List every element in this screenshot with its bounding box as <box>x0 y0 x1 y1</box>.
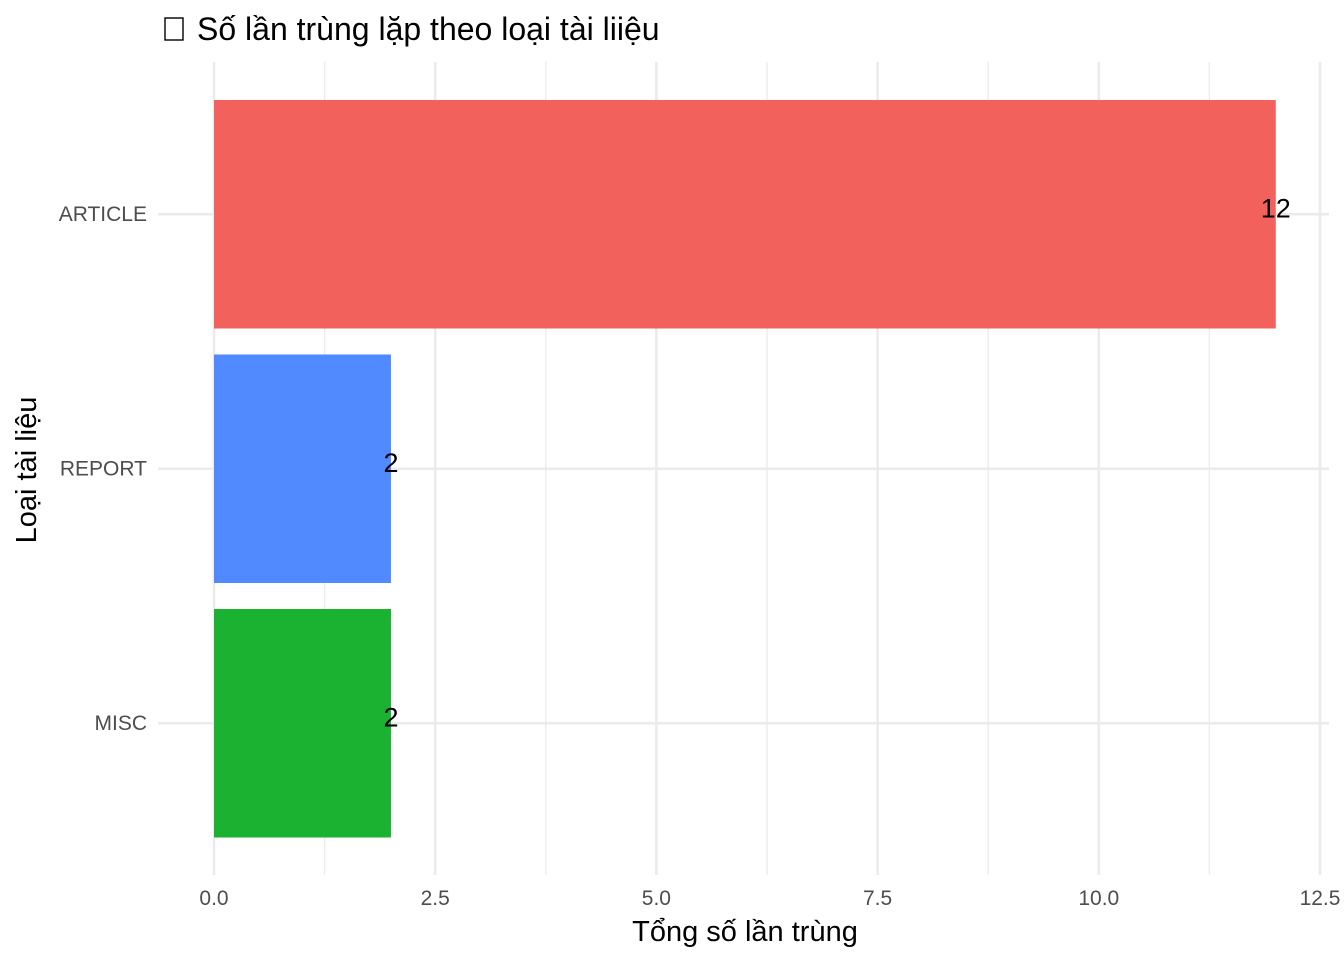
bars <box>214 100 1276 838</box>
x-tick-label: 2.5 <box>421 887 450 910</box>
x-tick-label: 10.0 <box>1078 887 1119 910</box>
y-axis-ticks: ARTICLE REPORT MISC <box>59 203 147 735</box>
y-axis-title: Loại tài liệu <box>11 397 43 544</box>
x-tick-label: 5.0 <box>642 887 671 910</box>
bar-article <box>214 100 1276 329</box>
x-axis-ticks: 0.0 2.5 5.0 7.5 10.0 12.5 <box>199 887 1340 910</box>
title-missing-glyph-icon <box>164 17 184 41</box>
y-tick-label: ARTICLE <box>59 203 147 226</box>
bar-misc <box>214 609 391 838</box>
data-label-article: 12 <box>1261 193 1291 223</box>
y-tick-label: MISC <box>95 712 148 735</box>
data-label-report: 2 <box>383 448 398 478</box>
x-tick-label: 0.0 <box>199 887 228 910</box>
bar-report <box>214 354 391 583</box>
data-label-misc: 2 <box>383 702 398 732</box>
x-tick-label: 7.5 <box>863 887 892 910</box>
chart-title-group: Số lần trùng lặp theo loại tài liiệu <box>164 11 660 47</box>
chart-title: Số lần trùng lặp theo loại tài liiệu <box>197 11 660 47</box>
data-labels: 12 2 2 <box>383 193 1290 732</box>
y-tick-label: REPORT <box>60 457 147 480</box>
x-tick-label: 12.5 <box>1300 887 1341 910</box>
x-axis-title: Tổng số lần trùng <box>632 916 858 948</box>
